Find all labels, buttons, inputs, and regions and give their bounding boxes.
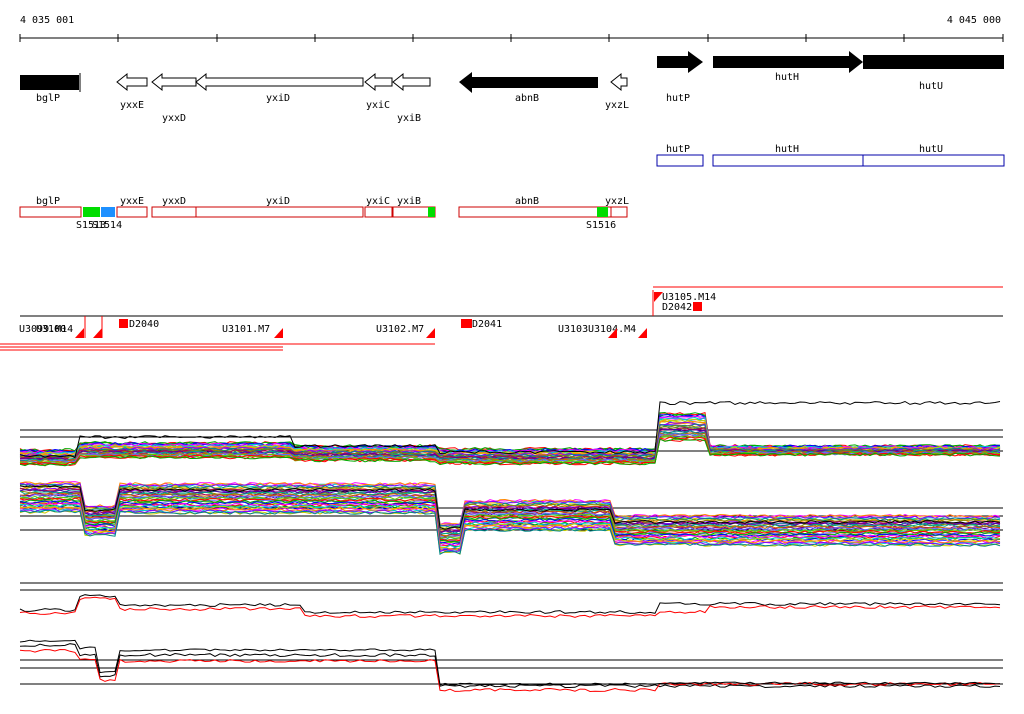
track2-profile (19, 482, 1001, 527)
gene-yxiC (364, 72, 393, 92)
track1-profile (19, 421, 1001, 458)
track2-profile (19, 493, 1001, 538)
track4-profile-black (19, 643, 1001, 689)
track1-profile-max (19, 400, 1001, 459)
transcript-label-U3105.M14: U3105.M14 (662, 292, 716, 303)
gene-hutP (657, 51, 703, 73)
tu-box-yxzL (610, 206, 628, 218)
transcript-start-flag (654, 292, 663, 302)
track3-profile-black (19, 594, 1001, 614)
marker-label-D2040: D2040 (129, 319, 159, 330)
gene-yxxD (151, 72, 197, 92)
track1-profile (19, 425, 1001, 460)
track2-profile (19, 495, 1001, 540)
gene-yxiD-label: yxiD (266, 93, 290, 104)
operon-label-hutP: hutP (666, 144, 690, 155)
transcript-label-U3102.M7: U3102.M7 (376, 324, 424, 335)
feature-green-1 (83, 207, 100, 217)
gene-hutU (863, 55, 1004, 69)
gene-yxxE-label: yxxE (120, 100, 144, 111)
transcript-end-flag (638, 328, 647, 338)
marker-D2041 (461, 319, 472, 328)
transcript-end-flag (75, 328, 84, 338)
gene-hutH (713, 51, 863, 73)
tu-label-yxxE: yxxE (120, 196, 144, 207)
transcript-label-U3103: U3103 (558, 324, 588, 335)
track2-profile (19, 503, 1001, 548)
track2-profile (19, 505, 1001, 550)
transcript-end-flag (93, 328, 102, 338)
transcript-end-flag (426, 328, 435, 338)
gene-yxzL-label: yxzL (605, 100, 629, 111)
operon-box-hutH (712, 154, 864, 167)
transcript-end-flag (608, 328, 617, 338)
gene-yxzL (610, 72, 628, 92)
tu-label-bglP: bglP (36, 196, 60, 207)
track2-profile (19, 487, 1001, 532)
transcript-end-flag (274, 328, 283, 338)
gene-bglP (20, 75, 79, 90)
feature-label-s1514: S1514 (92, 220, 122, 231)
tu-label-yxiD: yxiD (266, 196, 290, 207)
operon-box-hutU (862, 154, 1005, 167)
track2-profile-max (19, 485, 1001, 530)
track2-profile (19, 493, 1001, 539)
feature-label-s1516: S1516 (586, 220, 616, 231)
gene-hutH-label: hutH (775, 72, 799, 83)
transcript-label-U3099.M14: U3099.M14 (19, 324, 73, 335)
tu-box-yxxD (151, 206, 197, 218)
gene-hutP-label: hutP (666, 93, 690, 104)
tu-label-yxzL: yxzL (605, 196, 629, 207)
gene-abnB-label: abnB (515, 93, 539, 104)
gene-yxiB-label: yxiB (397, 113, 421, 124)
track4-profile-black-2 (19, 639, 1001, 686)
track3-profile-red (19, 596, 1001, 619)
tu-box-bglP (19, 206, 82, 218)
track2-profile (19, 498, 1001, 543)
tu-box-abnB (458, 206, 612, 218)
tu-label-yxiB: yxiB (397, 196, 421, 207)
gene-yxxD-label: yxxD (162, 113, 186, 124)
transcript-label-U3104.M4: U3104.M4 (588, 324, 636, 335)
gene-abnB (459, 72, 598, 93)
transcript-label-U3101.M7: U3101.M7 (222, 324, 270, 335)
tu-box-yxiC (364, 206, 393, 218)
operon-label-hutU: hutU (919, 144, 943, 155)
tu-box-yxiD (195, 206, 364, 218)
track2-profile (19, 481, 1001, 525)
tu-box-yxxE (116, 206, 148, 218)
track2-profile (19, 509, 1001, 555)
gene-yxiC-label: yxiC (366, 100, 390, 111)
track2-profile (19, 508, 1001, 553)
track1-profile (19, 438, 1001, 467)
track1-profile (19, 436, 1001, 466)
operon-label-hutH: hutH (775, 144, 799, 155)
feature-green-2 (428, 207, 435, 217)
coord-start-label: 4 035 001 (20, 15, 74, 26)
track2-profile (19, 485, 1001, 531)
marker-label-D2042: D2042 (662, 302, 692, 313)
operon-box-hutP (656, 154, 704, 167)
tu-label-abnB: abnB (515, 196, 539, 207)
transcript-label-U3100: U3100 (36, 324, 66, 335)
feature-label-s1513: S1513 (76, 220, 106, 231)
gene-hutU-label: hutU (919, 81, 943, 92)
gene-yxiB (392, 72, 431, 92)
coord-end-label: 4 045 000 (947, 15, 1001, 26)
marker-D2042 (693, 302, 702, 311)
gene-bglP-label: bglP (36, 93, 60, 104)
marker-D2040 (119, 319, 128, 328)
tu-label-yxxD: yxxD (162, 196, 186, 207)
feature-green-3 (597, 207, 608, 217)
gene-yxxE (116, 72, 148, 92)
feature-blue-1 (101, 207, 115, 217)
track4-profile-red (19, 648, 1001, 693)
track1-profile (19, 416, 1001, 455)
gene-yxiD (195, 72, 364, 92)
marker-label-D2041: D2041 (472, 319, 502, 330)
track2-profile (19, 490, 1001, 535)
tu-label-yxiC: yxiC (366, 196, 390, 207)
